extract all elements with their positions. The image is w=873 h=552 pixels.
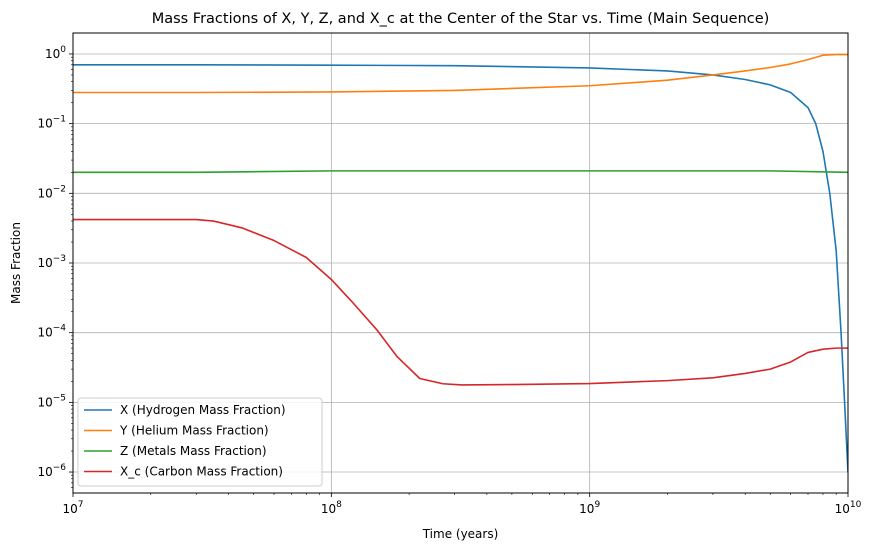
y-tick-label: 10−4 — [37, 324, 66, 340]
y-axis-label: Mass Fraction — [9, 222, 23, 304]
x-tick-label: 1010 — [835, 500, 862, 516]
axis-ticks: 107 108 109 1010 10−6 10−5 10−4 10−3 10−2 10−1 100 — [37, 45, 861, 516]
y-tick-label: 10−2 — [37, 184, 66, 200]
series-line-2 — [73, 170, 848, 174]
y-tick-label: 100 — [45, 45, 66, 61]
legend: X (Hydrogen Mass Fraction) Y (Helium Mass… — [77, 397, 323, 487]
series-line-3 — [73, 218, 848, 386]
x-tick-label: 108 — [321, 500, 342, 516]
y-tick-label: 10−1 — [37, 115, 66, 131]
y-tick-label: 10−6 — [37, 463, 66, 479]
legend-label-2: Z (Metals Mass Fraction) — [120, 444, 267, 458]
chart-title: Mass Fractions of X, Y, Z, and X_c at th… — [152, 11, 770, 27]
legend-label-1: Y (Helium Mass Fraction) — [119, 424, 269, 438]
series-line-1 — [73, 53, 848, 94]
series-line-0 — [73, 63, 848, 473]
y-tick-label: 10−5 — [37, 393, 66, 409]
legend-label-0: X (Hydrogen Mass Fraction) — [120, 403, 286, 417]
x-axis-label: Time (years) — [422, 527, 499, 541]
grid — [72, 33, 849, 493]
legend-label-3: X_c (Carbon Mass Fraction) — [120, 465, 283, 479]
legend-box — [77, 397, 323, 487]
x-tick-label: 107 — [62, 500, 83, 516]
y-tick-label: 10−3 — [37, 254, 66, 270]
x-tick-label: 109 — [579, 500, 600, 516]
series-lines — [73, 53, 848, 473]
